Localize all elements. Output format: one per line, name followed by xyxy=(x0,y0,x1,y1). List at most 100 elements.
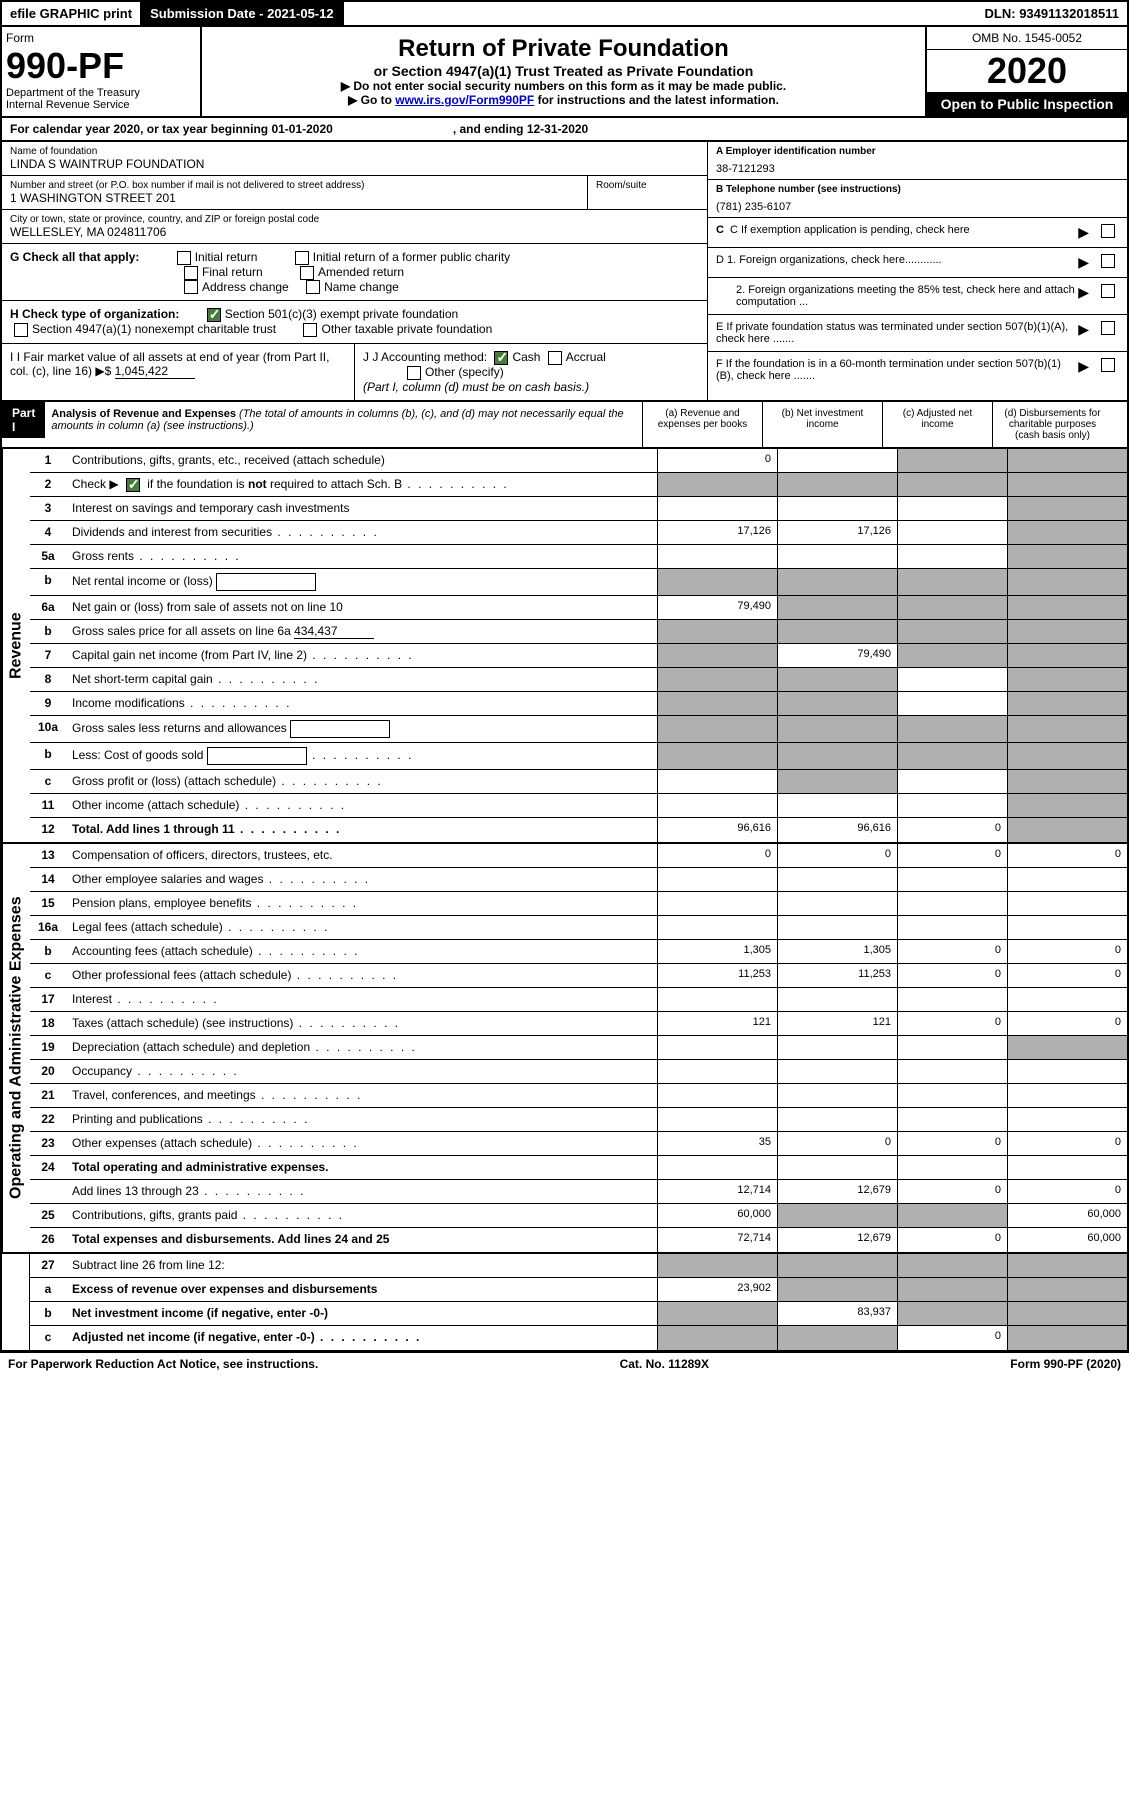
cell-d xyxy=(1007,988,1127,1011)
table-row: 9Income modifications xyxy=(30,692,1127,716)
final-return-cb[interactable] xyxy=(184,266,198,280)
cell-a: 12,714 xyxy=(657,1180,777,1203)
other-taxable-cb[interactable] xyxy=(303,323,317,337)
cash-cb[interactable] xyxy=(494,351,508,365)
row-label: Net rental income or (loss) xyxy=(66,569,657,595)
cell-b xyxy=(777,620,897,643)
initial-former-cb[interactable] xyxy=(295,251,309,265)
row-label: Interest xyxy=(66,988,657,1011)
cell-b xyxy=(777,668,897,691)
row-num: 15 xyxy=(30,892,66,915)
cell-b xyxy=(777,716,897,742)
part1-badge: Part I xyxy=(2,402,45,438)
cell-d: 0 xyxy=(1007,1012,1127,1035)
table-row: 19Depreciation (attach schedule) and dep… xyxy=(30,1036,1127,1060)
cell-a: 0 xyxy=(657,844,777,867)
amended-cb[interactable] xyxy=(300,266,314,280)
cell-d: 60,000 xyxy=(1007,1228,1127,1252)
row-num: 25 xyxy=(30,1204,66,1227)
cell-d xyxy=(1007,916,1127,939)
table-row: 11Other income (attach schedule) xyxy=(30,794,1127,818)
cell-c xyxy=(897,620,1007,643)
name-change-cb[interactable] xyxy=(306,280,320,294)
cell-d: 0 xyxy=(1007,844,1127,867)
row-label: Compensation of officers, directors, tru… xyxy=(66,844,657,867)
cell-a xyxy=(657,988,777,1011)
cell-b: 1,305 xyxy=(777,940,897,963)
table-row: 12Total. Add lines 1 through 1196,61696,… xyxy=(30,818,1127,842)
d1-cb[interactable] xyxy=(1101,254,1115,268)
row-label: Other expenses (attach schedule) xyxy=(66,1132,657,1155)
cell-a xyxy=(657,1060,777,1083)
open-public-badge: Open to Public Inspection xyxy=(927,92,1127,116)
phone-value: (781) 235-6107 xyxy=(716,195,1119,213)
f-cb[interactable] xyxy=(1101,358,1115,372)
row-label: Income modifications xyxy=(66,692,657,715)
cell-c: 0 xyxy=(897,1012,1007,1035)
table-row: 17Interest xyxy=(30,988,1127,1012)
table-row: bNet investment income (if negative, ent… xyxy=(30,1302,1127,1326)
cell-c xyxy=(897,794,1007,817)
cell-c: 0 xyxy=(897,1132,1007,1155)
address-change-cb[interactable] xyxy=(184,280,198,294)
cell-b: 83,937 xyxy=(777,1302,897,1325)
cell-d xyxy=(1007,473,1127,496)
instruction-1: ▶ Do not enter social security numbers o… xyxy=(210,79,917,93)
initial-return-cb[interactable] xyxy=(177,251,191,265)
row-label: Total operating and administrative expen… xyxy=(66,1156,657,1179)
cell-c xyxy=(897,988,1007,1011)
schb-cb[interactable] xyxy=(126,478,140,492)
table-row: 18Taxes (attach schedule) (see instructi… xyxy=(30,1012,1127,1036)
cell-c xyxy=(897,644,1007,667)
row-num: 2 xyxy=(30,473,66,496)
i-value: 1,045,422 xyxy=(115,364,195,379)
cell-a xyxy=(657,868,777,891)
city-label: City or town, state or province, country… xyxy=(10,214,699,225)
h-opt-2: Section 4947(a)(1) nonexempt charitable … xyxy=(32,322,276,336)
row-label: Less: Cost of goods sold xyxy=(66,743,657,769)
cell-c xyxy=(897,473,1007,496)
e-cb[interactable] xyxy=(1101,321,1115,335)
g-label: G Check all that apply: xyxy=(10,250,139,264)
expenses-section: Operating and Administrative Expenses 13… xyxy=(0,844,1129,1254)
d2-cb[interactable] xyxy=(1101,284,1115,298)
cell-a: 72,714 xyxy=(657,1228,777,1252)
row-label: Other employee salaries and wages xyxy=(66,868,657,891)
c-cb[interactable] xyxy=(1101,224,1115,238)
cell-d xyxy=(1007,1108,1127,1131)
cell-b: 17,126 xyxy=(777,521,897,544)
row-label: Check ▶ if the foundation is not require… xyxy=(66,473,657,496)
cell-a: 1,305 xyxy=(657,940,777,963)
foundation-name: LINDA S WAINTRUP FOUNDATION xyxy=(10,157,699,171)
row-label: Other professional fees (attach schedule… xyxy=(66,964,657,987)
cell-a: 79,490 xyxy=(657,596,777,619)
cell-a: 121 xyxy=(657,1012,777,1035)
other-method-cb[interactable] xyxy=(407,366,421,380)
4947-cb[interactable] xyxy=(14,323,28,337)
form-number: 990-PF xyxy=(6,45,196,87)
cell-c xyxy=(897,545,1007,568)
cell-a xyxy=(657,620,777,643)
cell-c: 0 xyxy=(897,940,1007,963)
table-row: cGross profit or (loss) (attach schedule… xyxy=(30,770,1127,794)
row-label: Other income (attach schedule) xyxy=(66,794,657,817)
accrual-cb[interactable] xyxy=(548,351,562,365)
form-label: Form xyxy=(6,31,196,45)
row-num: c xyxy=(30,1326,66,1350)
g-opt-4: Address change xyxy=(202,280,289,294)
row-num: 5a xyxy=(30,545,66,568)
irs-link[interactable]: www.irs.gov/Form990PF xyxy=(395,93,534,107)
h-label: H Check type of organization: xyxy=(10,307,179,321)
row-label: Taxes (attach schedule) (see instruction… xyxy=(66,1012,657,1035)
501c3-cb[interactable] xyxy=(207,308,221,322)
table-row: 26Total expenses and disbursements. Add … xyxy=(30,1228,1127,1252)
j-accrual: Accrual xyxy=(566,350,606,364)
name-label: Name of foundation xyxy=(10,146,699,157)
cell-a xyxy=(657,497,777,520)
row-num: 11 xyxy=(30,794,66,817)
form-title: Return of Private Foundation xyxy=(210,35,917,63)
row-label: Net investment income (if negative, ente… xyxy=(66,1302,657,1325)
cell-c: 0 xyxy=(897,964,1007,987)
submission-date: Submission Date - 2021-05-12 xyxy=(142,2,344,25)
row-num: 14 xyxy=(30,868,66,891)
